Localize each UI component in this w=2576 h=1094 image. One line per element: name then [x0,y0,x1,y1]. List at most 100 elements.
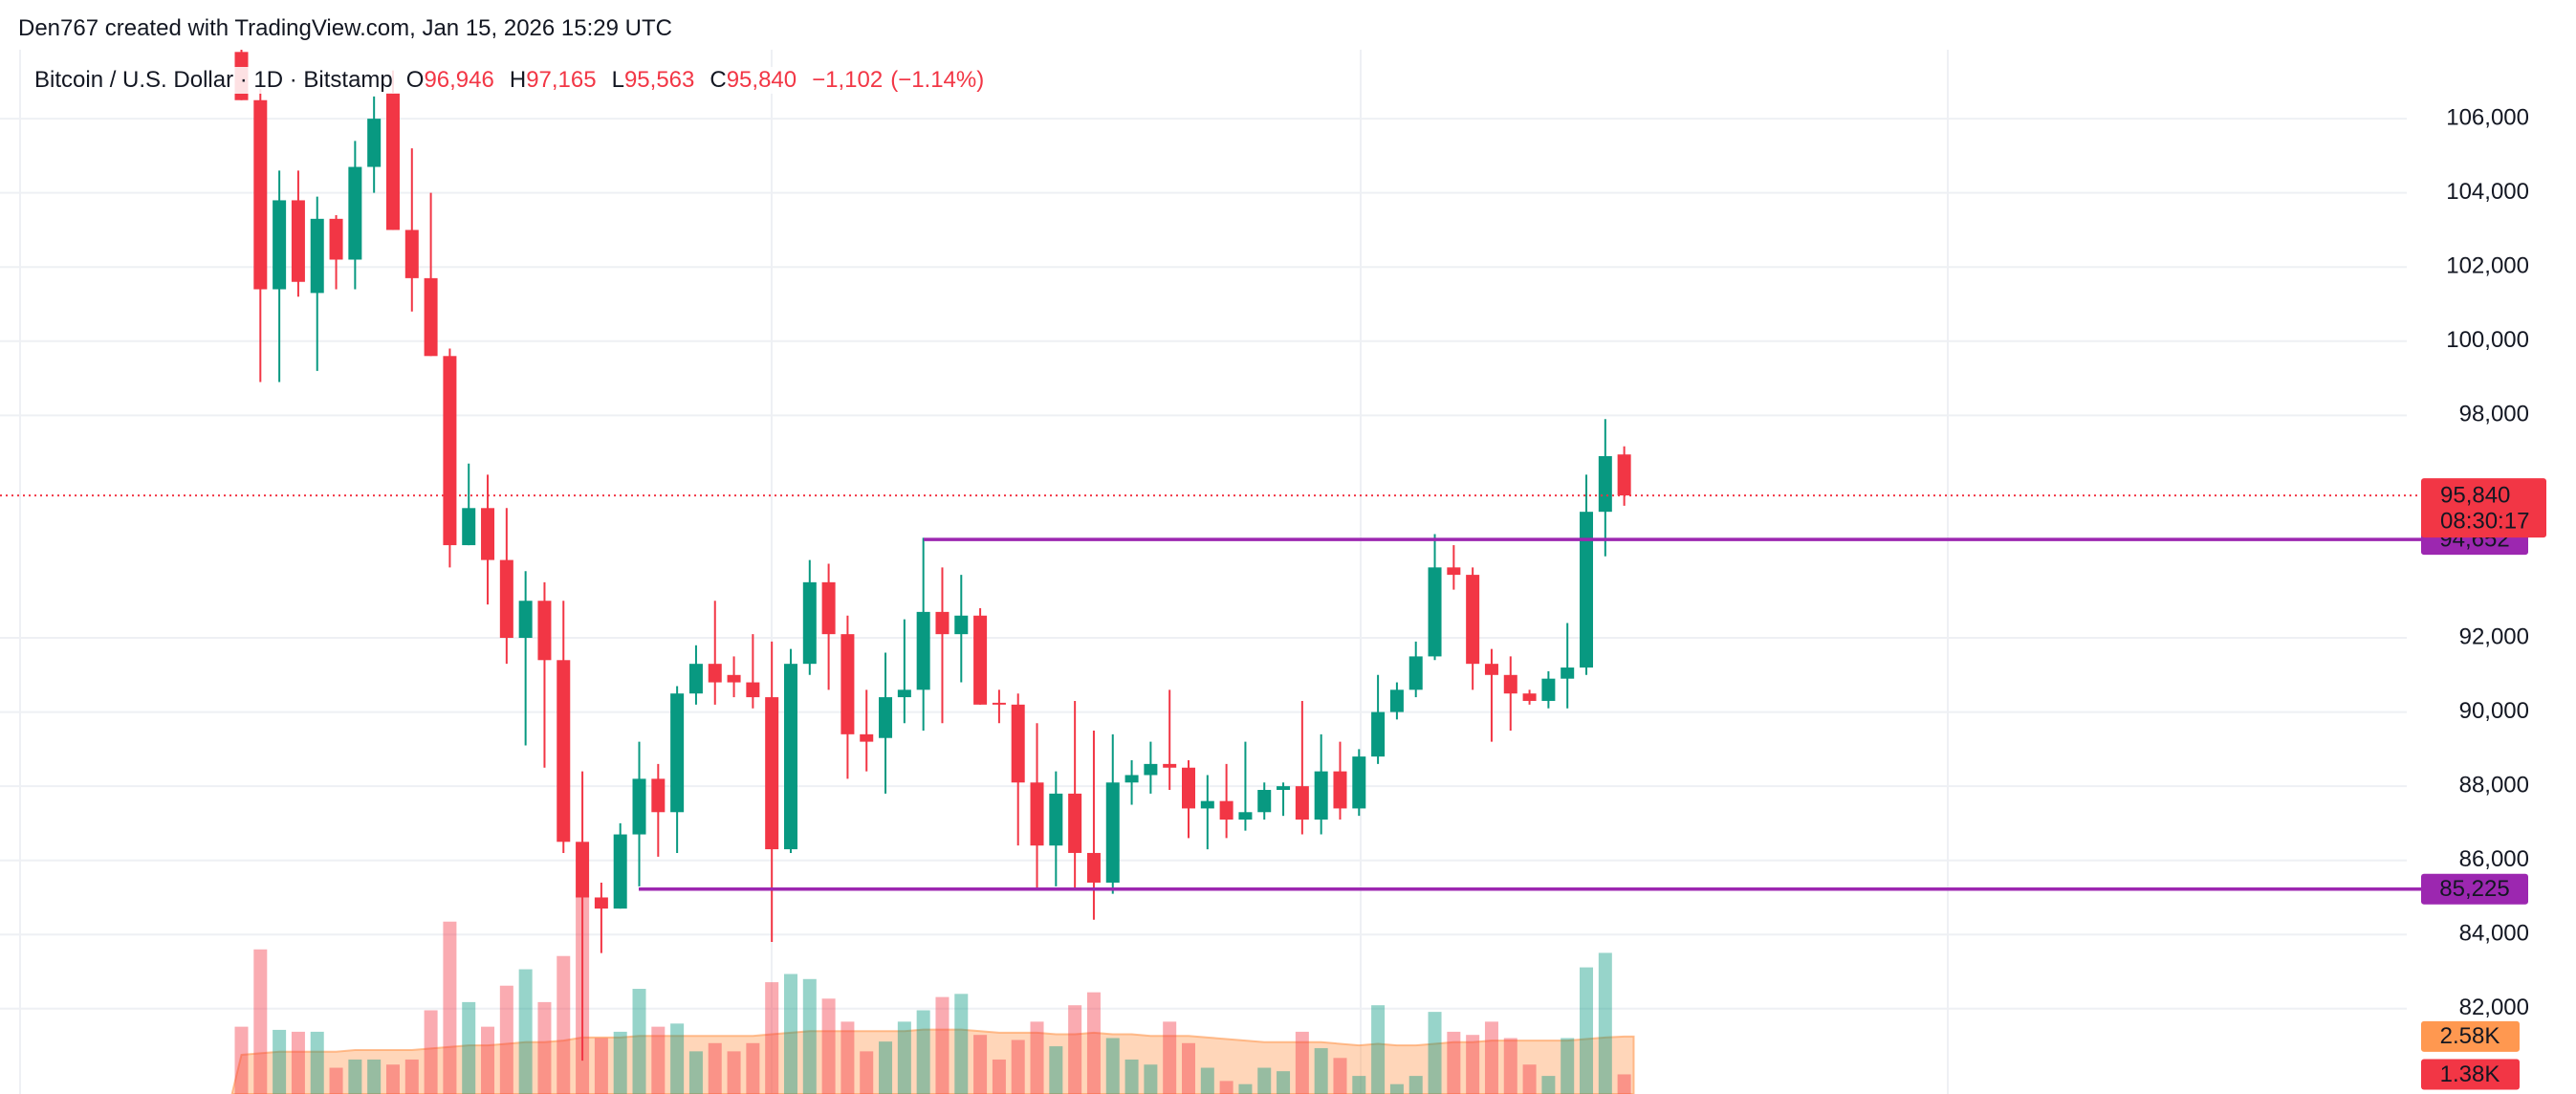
candle-body [688,664,703,694]
candle-body [1277,786,1291,791]
volume-bar [897,1021,911,1094]
candle-body [765,697,779,850]
candle-body [1068,793,1082,853]
volume-bar [537,1001,552,1094]
overlays [0,494,2421,891]
volume-bar [821,998,836,1094]
volume-bar [1371,1005,1386,1094]
candle-body [348,166,362,260]
price-axis: 82,000 84,000 86,000 88,000 90,000 92,000 98,0… [2421,104,2546,1090]
volume-bar [727,1051,741,1094]
candle-body [879,697,893,738]
volume-bar [234,1026,249,1094]
volume-bar [385,1064,400,1094]
volume-bar [916,1010,930,1094]
candle-body [954,615,969,635]
volume-bar [1522,1064,1537,1094]
price-pane [234,50,1631,1061]
candle-body [632,778,646,835]
candle-body [783,664,797,850]
volume-bar [992,1059,1006,1094]
y-tick-label: 98,000 [2459,402,2529,427]
candle-body [310,218,324,294]
volume-bar [613,1031,627,1094]
legend-key: H [509,67,527,93]
y-tick-label: 100,000 [2446,327,2529,353]
candle-body [651,778,666,813]
volume-bar [1182,1042,1195,1094]
volume-bar [688,1051,703,1094]
volume-bar [954,994,969,1094]
volume-bar [1314,1048,1328,1094]
candle-body [1086,852,1101,883]
candle-body [1484,664,1498,675]
candle-body [1617,454,1631,496]
volume-bar [1277,1071,1291,1094]
candle-body [1238,812,1253,820]
volume-bar [253,949,268,1094]
volume-bar [481,1026,495,1094]
candle-body [727,674,741,683]
legend-value: 96,946 [424,67,494,93]
candle-body [1182,767,1195,809]
y-tick-label: 102,000 [2446,253,2529,279]
volume-bar [1200,1067,1214,1094]
volume-bar [310,1031,324,1094]
candle-body [594,897,608,909]
candle-body [1030,782,1044,846]
volume-bar [329,1067,343,1094]
candle-body [1257,790,1272,813]
level-label-box [2421,873,2528,905]
volume-bar [1503,1038,1517,1094]
candle-body [1371,711,1386,757]
candle-body [1219,800,1233,820]
level-label: 85,225 [2439,876,2509,902]
volume-bar [1447,1031,1461,1094]
change-pct: (−1.14%) [890,67,985,93]
volume-bar [499,985,513,1094]
candle-body [518,601,533,639]
candle-body [897,689,911,698]
candle-body [746,682,760,698]
volume-last-label: 1.38K [2440,1061,2500,1087]
volume-bar [1030,1021,1044,1094]
candle-body [253,99,268,290]
volume-bar [1389,1083,1404,1094]
candle-body [670,693,685,813]
volume-bar [802,978,817,1094]
ohlc: O96,946 H97,165 L95,563 C95,840 [406,67,812,93]
volume-bar [1105,1038,1120,1094]
volume-bar [1086,992,1101,1094]
candle-body [1295,786,1309,820]
change: −1,102 [812,67,884,93]
candle-body [1333,771,1347,809]
volume-bar [651,1026,666,1094]
volume-bar [840,1021,855,1094]
candle-body [404,230,419,278]
volume-bar [1011,1039,1025,1094]
candle-body [1105,782,1120,883]
volume-bar [557,955,571,1094]
candle-body [1428,567,1442,657]
candle-body [273,200,287,290]
volume-bar [1068,1005,1082,1094]
last-price-box [2421,478,2546,538]
legend-value: 95,563 [623,67,695,93]
volume-bar [1257,1067,1272,1094]
volume-bar [443,921,457,1094]
volume-bar [1598,952,1612,1094]
candle-body [557,660,571,842]
candle-body [1561,667,1575,679]
candle-body [576,842,590,898]
candle-body [613,834,627,909]
volume-ma-label: 2.58K [2440,1023,2500,1049]
volume-bar [1144,1064,1158,1094]
volume-bar [1561,1038,1575,1094]
candle-body [973,615,988,705]
candle-body [1466,575,1480,665]
candle-body [916,611,930,690]
volume-bar [367,1059,382,1094]
candle-body [1408,656,1423,690]
volume-ma-box [2421,1020,2520,1052]
candle-body [1314,771,1328,820]
